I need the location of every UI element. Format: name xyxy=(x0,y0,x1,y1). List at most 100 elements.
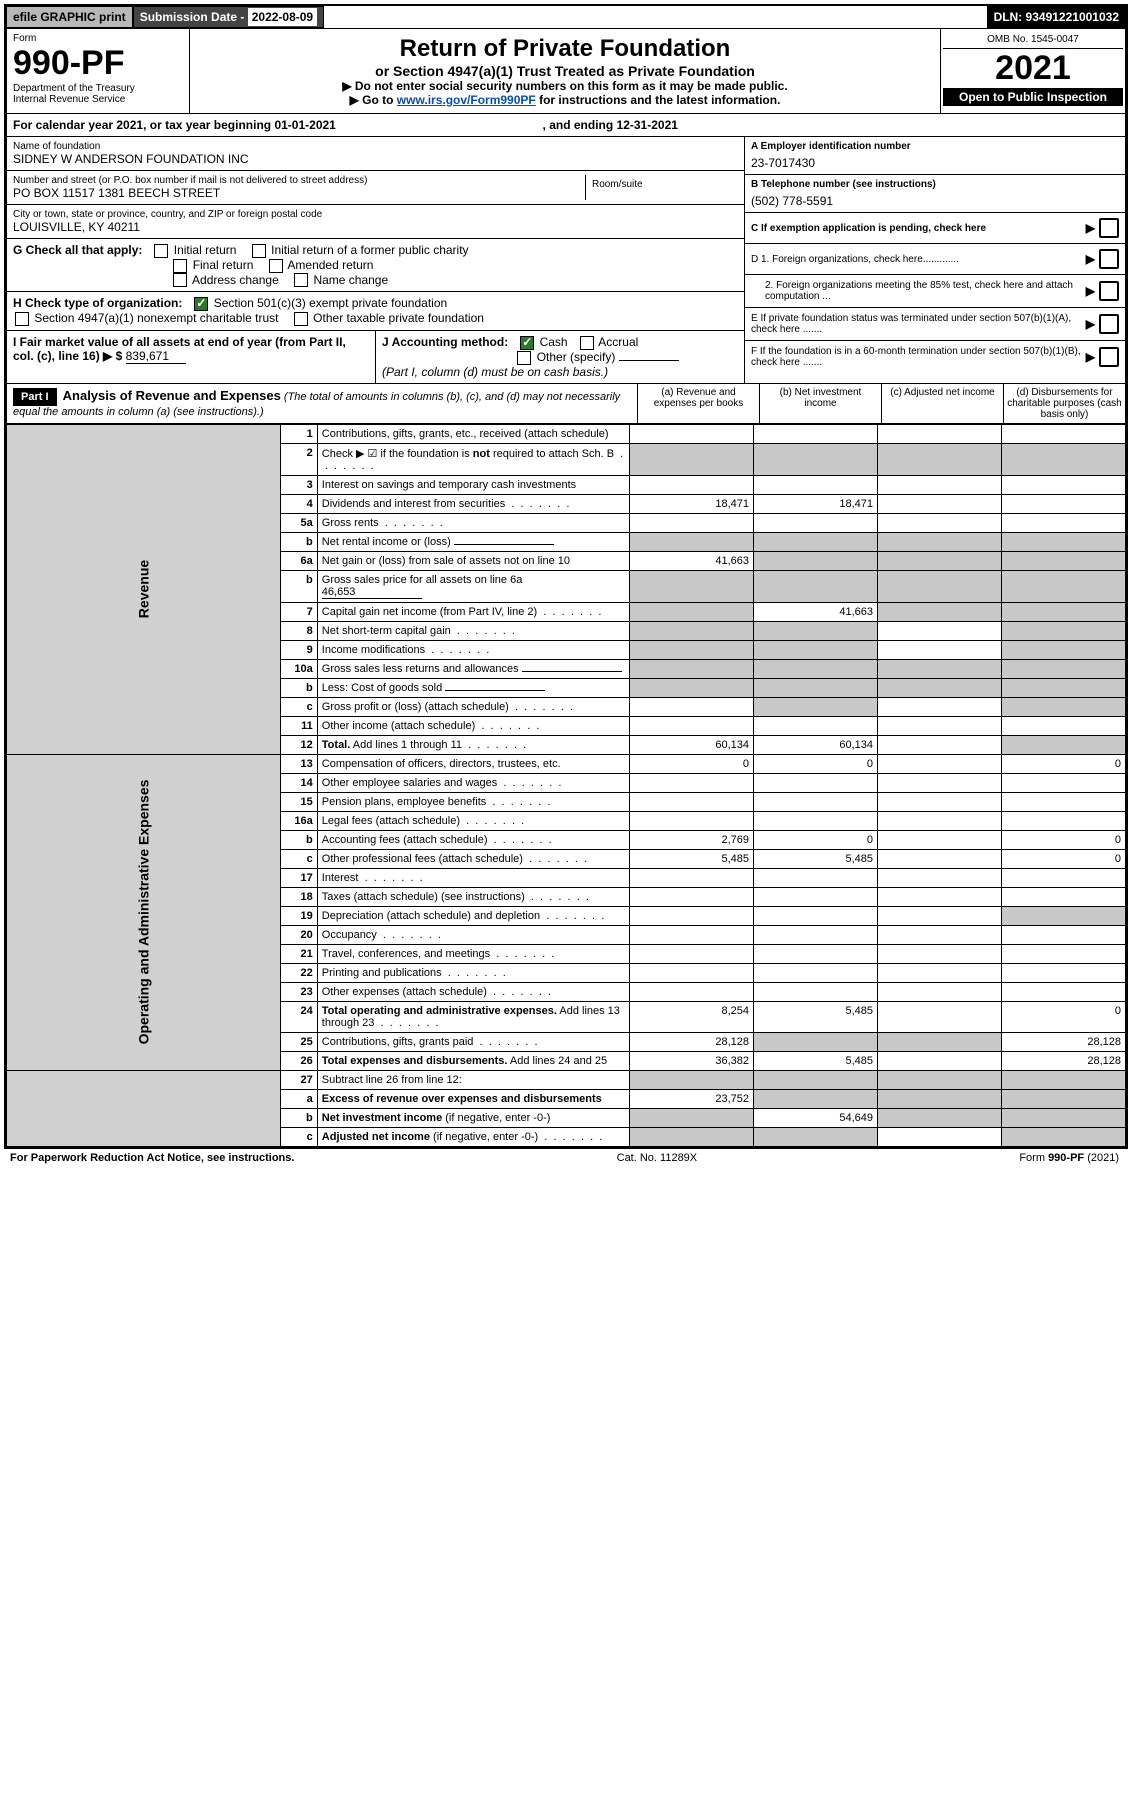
form-title: Return of Private Foundation xyxy=(196,35,934,63)
table-cell xyxy=(754,1089,878,1108)
table-cell xyxy=(878,716,1002,735)
initial-former-checkbox[interactable] xyxy=(252,244,266,258)
line-desc: Compensation of officers, directors, tru… xyxy=(317,754,629,773)
line-number: 8 xyxy=(280,621,317,640)
table-cell: 0 xyxy=(630,754,754,773)
ein: 23-7017430 xyxy=(751,152,1119,170)
calendar-year-line: For calendar year 2021, or tax year begi… xyxy=(6,114,1126,137)
line-desc: Other professional fees (attach schedule… xyxy=(317,849,629,868)
table-cell xyxy=(878,1070,1002,1089)
table-cell xyxy=(754,532,878,551)
line-number: 5a xyxy=(280,513,317,532)
table-cell xyxy=(878,811,1002,830)
table-cell xyxy=(1002,513,1126,532)
section-label: Revenue xyxy=(7,424,281,754)
501c3-checkbox[interactable] xyxy=(194,297,208,311)
table-cell: 0 xyxy=(1002,1001,1126,1032)
table-cell xyxy=(1002,1127,1126,1146)
line-desc: Total. Add lines 1 through 11 . . . . . … xyxy=(317,735,629,754)
table-cell xyxy=(630,944,754,963)
table-cell xyxy=(878,659,1002,678)
line-desc: Other expenses (attach schedule) . . . .… xyxy=(317,982,629,1001)
cash-checkbox[interactable] xyxy=(520,336,534,350)
table-cell xyxy=(1002,659,1126,678)
initial-return-checkbox[interactable] xyxy=(154,244,168,258)
table-cell xyxy=(630,1108,754,1127)
table-cell xyxy=(1002,1108,1126,1127)
line-number: a xyxy=(280,1089,317,1108)
line-number: 3 xyxy=(280,475,317,494)
table-cell: 5,485 xyxy=(754,1051,878,1070)
entity-info-block: Name of foundation SIDNEY W ANDERSON FOU… xyxy=(6,137,1126,384)
table-cell xyxy=(754,424,878,443)
foundation-address: PO BOX 11517 1381 BEECH STREET xyxy=(13,186,585,200)
table-cell xyxy=(878,621,1002,640)
accrual-checkbox[interactable] xyxy=(580,336,594,350)
line-number: 13 xyxy=(280,754,317,773)
foundation-city: LOUISVILLE, KY 40211 xyxy=(13,220,738,234)
d2-checkbox[interactable] xyxy=(1099,281,1119,301)
line-desc: Contributions, gifts, grants paid . . . … xyxy=(317,1032,629,1051)
final-return-checkbox[interactable] xyxy=(173,259,187,273)
table-cell xyxy=(878,982,1002,1001)
e-row: E If private foundation status was termi… xyxy=(745,308,1125,341)
4947a1-checkbox[interactable] xyxy=(15,312,29,326)
line-desc: Pension plans, employee benefits . . . .… xyxy=(317,792,629,811)
table-cell: 8,254 xyxy=(630,1001,754,1032)
table-cell xyxy=(878,1032,1002,1051)
line-number: c xyxy=(280,697,317,716)
address-change-checkbox[interactable] xyxy=(173,273,187,287)
line-number: 22 xyxy=(280,963,317,982)
table-cell xyxy=(630,513,754,532)
line-desc: Occupancy . . . . . . . xyxy=(317,925,629,944)
table-cell xyxy=(878,697,1002,716)
line-desc: Gross profit or (loss) (attach schedule)… xyxy=(317,697,629,716)
d1-checkbox[interactable] xyxy=(1099,249,1119,269)
footer-right: Form 990-PF (2021) xyxy=(1019,1152,1119,1164)
form-container: efile GRAPHIC print Submission Date - 20… xyxy=(4,4,1128,1149)
table-cell xyxy=(754,570,878,602)
line-desc: Printing and publications . . . . . . . xyxy=(317,963,629,982)
table-cell xyxy=(878,754,1002,773)
f-checkbox[interactable] xyxy=(1099,347,1119,367)
col-a-header: (a) Revenue and expenses per books xyxy=(637,384,759,423)
line-number: b xyxy=(280,570,317,602)
amended-return-checkbox[interactable] xyxy=(269,259,283,273)
irs-link[interactable]: www.irs.gov/Form990PF xyxy=(397,93,536,107)
other-method-checkbox[interactable] xyxy=(517,351,531,365)
table-cell xyxy=(754,792,878,811)
other-taxable-checkbox[interactable] xyxy=(294,312,308,326)
form-number: 990-PF xyxy=(13,44,183,83)
line-desc: Check ▶ ☑ if the foundation is not requi… xyxy=(317,443,629,475)
city-row: City or town, state or province, country… xyxy=(7,205,744,239)
line-number: 23 xyxy=(280,982,317,1001)
line-number: 7 xyxy=(280,602,317,621)
header-right: OMB No. 1545-0047 2021 Open to Public In… xyxy=(940,29,1125,113)
line-desc: Other employee salaries and wages . . . … xyxy=(317,773,629,792)
e-checkbox[interactable] xyxy=(1099,314,1119,334)
name-change-checkbox[interactable] xyxy=(294,273,308,287)
table-cell xyxy=(754,1032,878,1051)
table-cell xyxy=(754,887,878,906)
table-cell xyxy=(754,944,878,963)
efile-button[interactable]: efile GRAPHIC print xyxy=(6,6,133,28)
table-cell xyxy=(630,443,754,475)
table-cell xyxy=(1002,792,1126,811)
table-cell xyxy=(630,1127,754,1146)
table-cell xyxy=(878,963,1002,982)
table-cell xyxy=(878,494,1002,513)
table-cell: 41,663 xyxy=(630,551,754,570)
table-cell xyxy=(878,944,1002,963)
table-cell xyxy=(1002,716,1126,735)
d1-row: D 1. Foreign organizations, check here..… xyxy=(745,244,1125,275)
line-desc: Total operating and administrative expen… xyxy=(317,1001,629,1032)
c-checkbox[interactable] xyxy=(1099,218,1119,238)
line-number: 14 xyxy=(280,773,317,792)
table-cell xyxy=(878,640,1002,659)
table-cell xyxy=(754,640,878,659)
line-desc: Taxes (attach schedule) (see instruction… xyxy=(317,887,629,906)
table-cell xyxy=(1002,551,1126,570)
table-cell xyxy=(630,678,754,697)
table-cell xyxy=(754,716,878,735)
line-number: 9 xyxy=(280,640,317,659)
